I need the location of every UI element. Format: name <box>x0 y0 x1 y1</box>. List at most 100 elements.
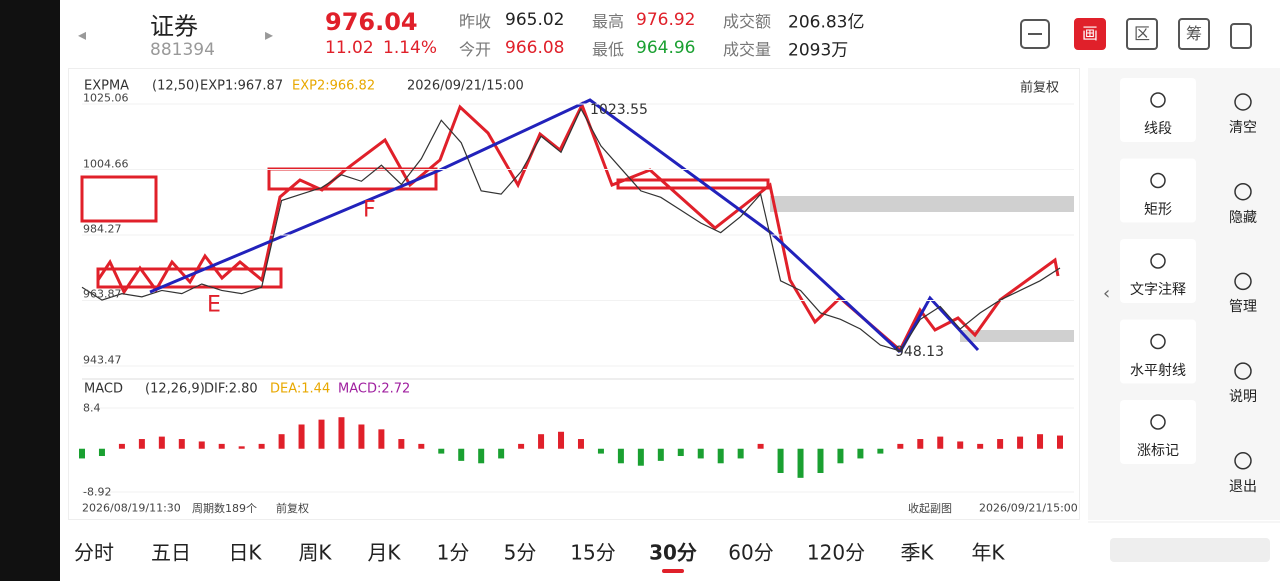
macd-bar <box>258 443 265 449</box>
action-icon <box>1234 452 1252 470</box>
macd-bar <box>577 439 584 449</box>
macd-bar <box>697 448 704 459</box>
stat-label: 最高 <box>592 12 625 31</box>
macd-bar <box>198 441 205 449</box>
tab[interactable]: 1分 <box>436 540 470 565</box>
zone <box>960 330 1074 342</box>
toggle[interactable] <box>1110 538 1270 562</box>
stat-value: 2093万 <box>788 40 849 61</box>
stat-value: 206.83亿 <box>788 12 865 33</box>
tab[interactable]: 分时 <box>74 540 114 565</box>
macd-bar <box>1037 434 1044 449</box>
macd-bar <box>518 443 525 449</box>
stat-value: 976.92 <box>636 10 696 30</box>
macd: MACD:2.72 <box>338 381 411 397</box>
side-action[interactable]: 管理 <box>1229 299 1257 316</box>
action-icon <box>1234 93 1252 111</box>
macd-bar <box>917 439 924 449</box>
macd-bar <box>777 448 784 473</box>
macd-bar <box>558 431 565 449</box>
tab[interactable]: 120分 <box>806 540 866 565</box>
low-label: 948.13 <box>895 344 944 360</box>
tab[interactable]: 15分 <box>570 540 616 565</box>
trend-lines <box>149 98 980 354</box>
side-tool[interactable]: 水平射线 <box>1130 362 1186 379</box>
mark-label: E <box>207 292 221 318</box>
tool-button[interactable]: 区 <box>1126 18 1158 50</box>
action-icon <box>1234 182 1252 201</box>
tab[interactable]: 5分 <box>503 540 537 565</box>
tab-underline <box>662 569 684 573</box>
tab[interactable]: 30分 <box>649 540 697 565</box>
tab[interactable]: 年K <box>971 540 1005 565</box>
tab[interactable]: 季K <box>900 540 934 565</box>
macd-bar <box>617 448 624 464</box>
macd-bar <box>398 439 405 449</box>
annotations <box>80 101 1060 353</box>
macd-bar <box>857 448 864 459</box>
stock-code: 881394 <box>150 40 215 60</box>
side-action[interactable]: 说明 <box>1229 389 1257 406</box>
params: (12,50) <box>152 78 200 94</box>
tab[interactable]: 60分 <box>728 540 774 565</box>
macd-bar <box>118 443 125 449</box>
y-tick-label: -8.92 <box>83 485 112 499</box>
left-edge <box>0 0 60 581</box>
footer-start: 2026/08/19/11:30 <box>82 501 181 515</box>
price: 976.04 <box>325 8 418 36</box>
prev-arrow[interactable]: ◂ <box>78 25 86 44</box>
exp1: EXP1:967.87 <box>200 78 284 94</box>
tool-icon <box>1150 414 1166 430</box>
macd-bar <box>98 448 105 457</box>
next-arrow[interactable]: ▸ <box>265 25 273 44</box>
stat-label: 昨收 <box>459 12 492 31</box>
dif: DIF:2.80 <box>204 381 258 397</box>
tab[interactable]: 五日 <box>151 540 191 565</box>
macd-bar <box>937 436 944 449</box>
macd-bar <box>737 448 744 459</box>
macd-bar <box>278 434 285 449</box>
side-action[interactable]: 退出 <box>1229 478 1257 495</box>
macd-bar <box>957 441 964 449</box>
macd-bar <box>178 439 185 449</box>
tab[interactable]: 月K <box>367 540 401 565</box>
side-action[interactable]: 隐藏 <box>1229 209 1257 226</box>
collapse-arrow[interactable]: ‹ <box>1103 283 1110 304</box>
tool-button[interactable]: 画 <box>1074 18 1106 50</box>
side-tool[interactable]: 矩形 <box>1144 201 1172 218</box>
macd-bar <box>797 448 804 478</box>
tool-card <box>1120 158 1196 223</box>
dea: DEA:1.44 <box>270 381 331 397</box>
side-tool[interactable]: 涨标记 <box>1137 443 1179 459</box>
stat-label: 最低 <box>592 40 625 59</box>
collapse[interactable]: 收起副图 <box>908 502 952 515</box>
change-pct: 1.14% <box>383 38 438 58</box>
side-tool[interactable]: 文字注释 <box>1130 282 1186 298</box>
macd-bar <box>757 443 764 449</box>
action-icon <box>1234 362 1252 380</box>
macd-bar <box>438 448 445 454</box>
macd-bar <box>238 446 245 449</box>
footer-end: 2026/09/21/15:00 <box>979 501 1078 515</box>
change: 11.02 <box>325 38 374 58</box>
macd-bar <box>378 429 385 449</box>
y-tick-label: 1025.06 <box>83 91 129 105</box>
mark-label: F <box>363 197 376 223</box>
tab[interactable]: 周K <box>298 540 332 565</box>
stat-label: 今开 <box>459 40 492 59</box>
tool-icon <box>1150 333 1166 350</box>
tab[interactable]: 日K <box>228 540 262 565</box>
side-tool[interactable]: 线段 <box>1144 121 1172 137</box>
side-action[interactable]: 清空 <box>1229 120 1257 136</box>
stat-label: 成交额 <box>723 12 772 31</box>
high-label: 1023.55 <box>590 102 648 118</box>
stock-name: 证券 <box>150 12 198 41</box>
indicator: MACD <box>84 381 123 397</box>
tool-card <box>1120 78 1196 142</box>
macd-bar <box>478 448 485 464</box>
tool-icon <box>1150 253 1166 269</box>
zone <box>770 196 1074 212</box>
params: (12,26,9) <box>145 381 205 397</box>
tool-button[interactable]: 筹 <box>1178 18 1210 50</box>
